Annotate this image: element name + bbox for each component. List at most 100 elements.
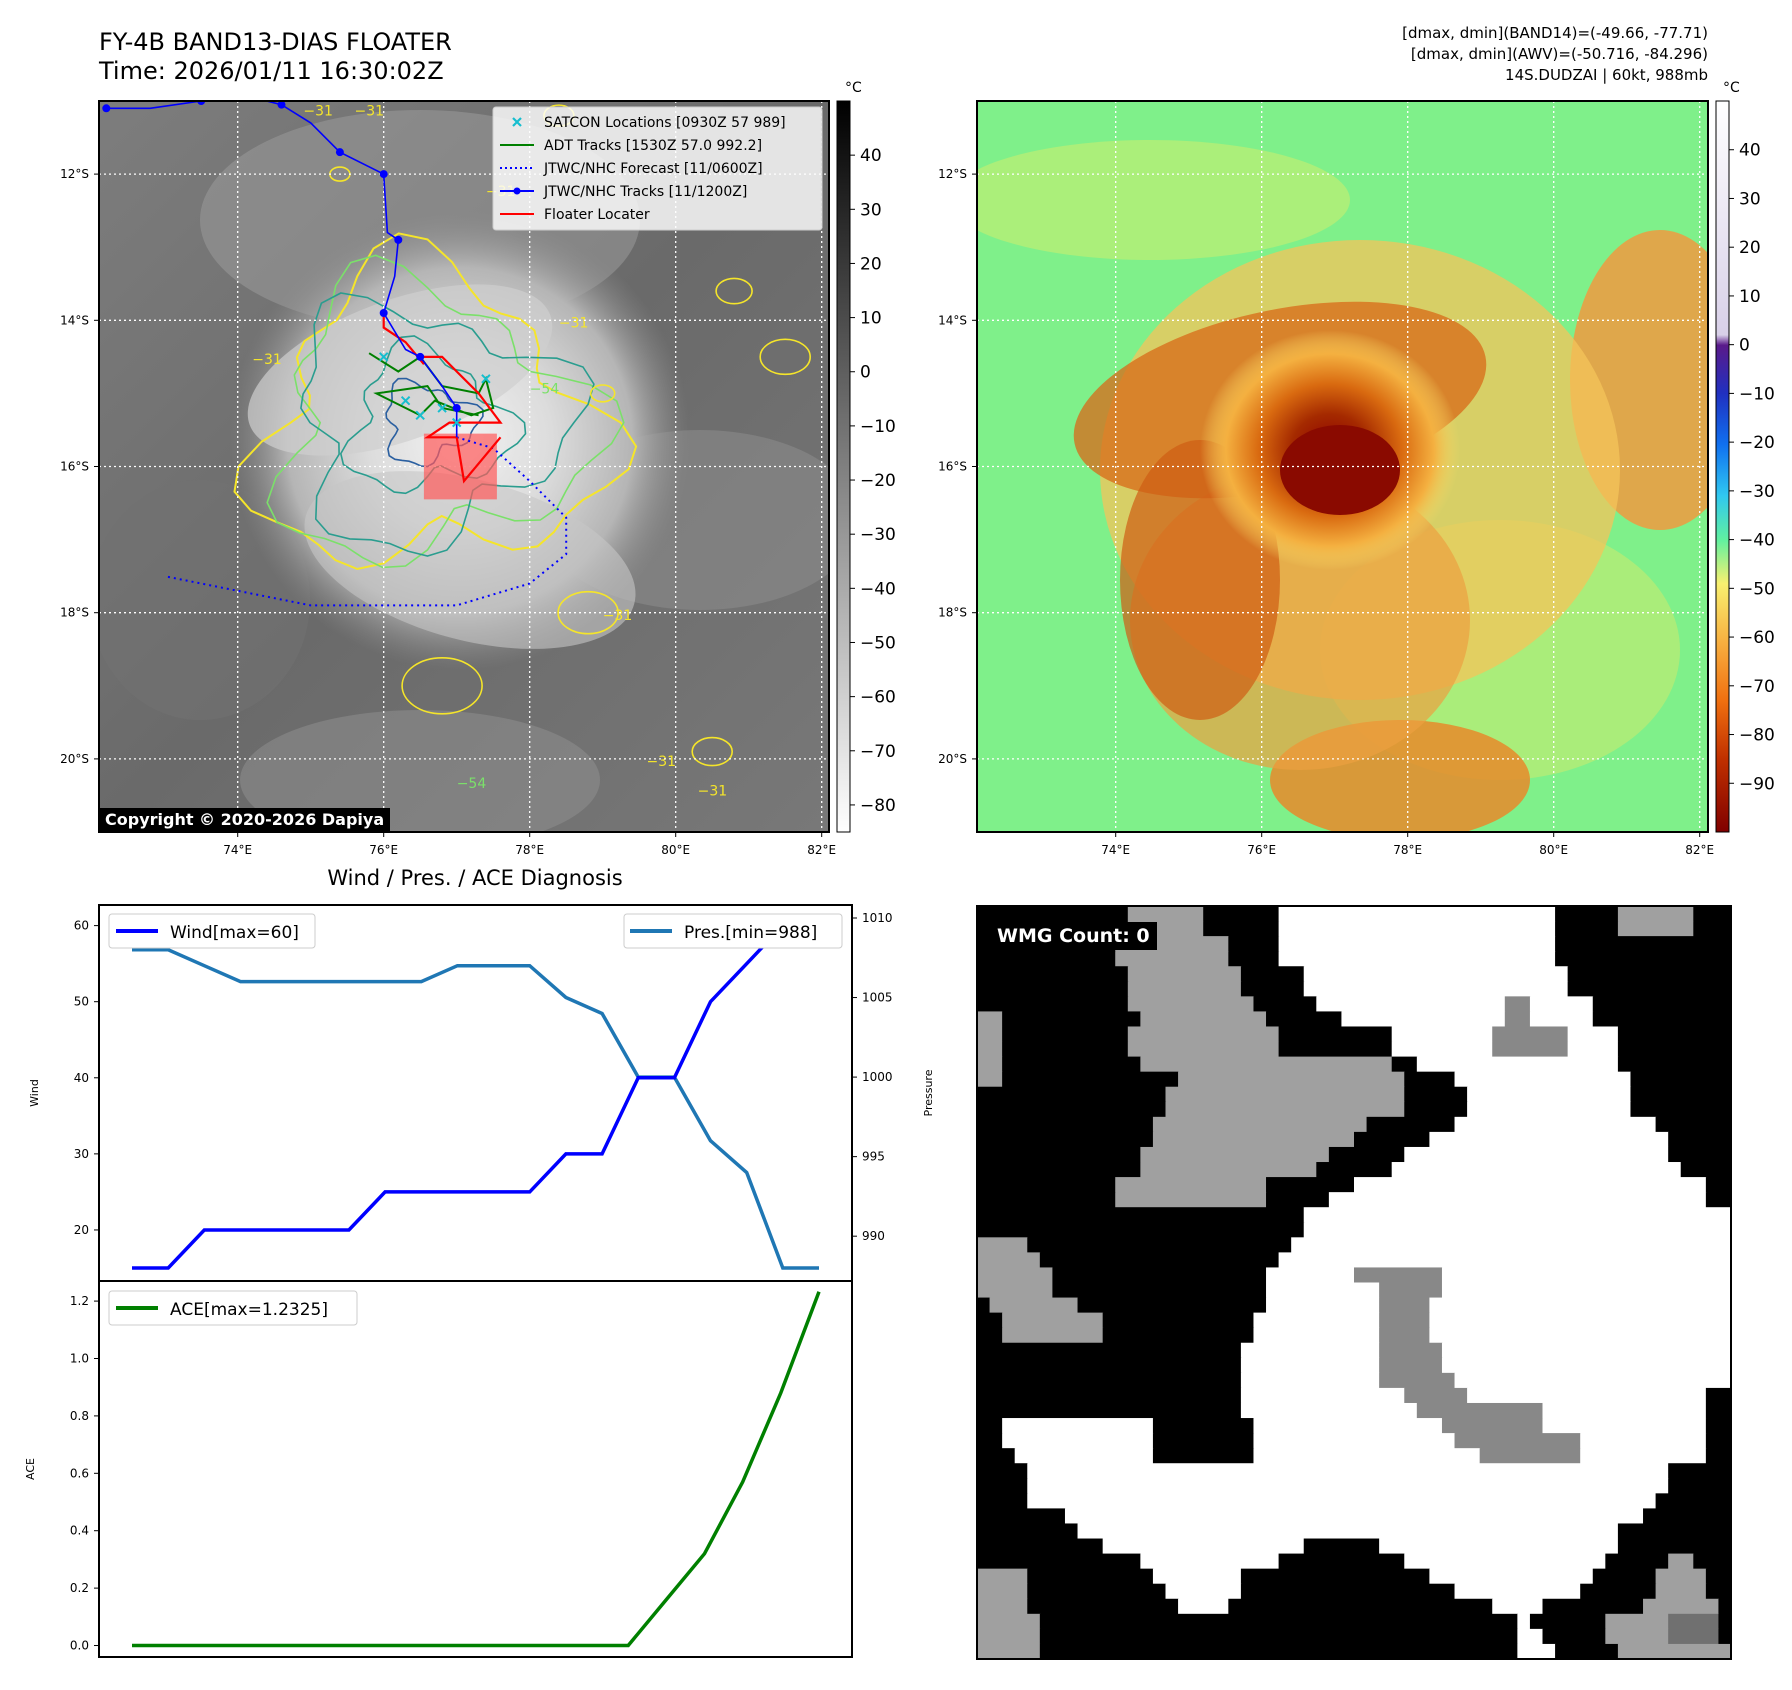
lat-tick-label: 12°S [938,167,967,181]
wmg-cell [1542,1418,1707,1434]
wmg-cell [1240,1568,1430,1585]
wmg-cell [1529,1613,1606,1630]
info-storm: 14S.DUDZAI | 60kt, 988mb [1505,66,1708,84]
wmg-cell [1441,1282,1732,1299]
wmg-cell [1705,1402,1732,1419]
colorbar-tick-label: −20 [1739,433,1775,453]
wmg-cell [1366,1116,1456,1133]
legend-label: SATCON Locations [0930Z 57 989] [544,115,786,131]
legend-dot [513,187,521,195]
ir-legend: SATCON Locations [0930Z 57 989] ADT Track… [492,106,823,231]
wmg-cell [1705,1387,1732,1404]
wmg-cell [977,1177,1116,1193]
wmg-cell [1517,1628,1544,1645]
wmg-cell [1404,1071,1456,1088]
wmg-cell [1643,1598,1720,1615]
wmg-cell [1404,1387,1468,1404]
contour-label: −31 [698,783,728,799]
lon-tick-label: 80°E [1539,843,1568,857]
wmg-cell [1027,1583,1167,1600]
wmg-cell [1002,1011,1141,1028]
wmg-cell [1617,1026,1732,1043]
wmg-cell [1316,996,1506,1013]
legend-label: JTWC/NHC Tracks [11/1200Z] [543,184,747,200]
wmg-cell [1165,1583,1242,1600]
wmg-cell [977,1568,1028,1585]
wmg-cell [977,951,1116,967]
wmg-cell [1391,1162,1682,1178]
wmg-cell [1617,921,1694,937]
lat-tick-label: 18°S [60,606,89,620]
wmg-cell [1492,1041,1569,1058]
wmg-cell [1253,1312,1380,1329]
lat-tick-label: 16°S [938,460,967,474]
contour-label: −31 [355,104,385,120]
wind-tick-label: 30 [74,1147,89,1161]
wind-pressure-lines [132,923,819,1270]
wmg-cell [977,1267,1053,1284]
lon-tick-label: 80°E [661,843,690,857]
wmg-cell [1002,1026,1129,1043]
wmg-cell [1391,1026,1493,1043]
wmg-cell [1152,1418,1255,1434]
colorbar-tick-label: 0 [860,363,871,383]
ir-track-overlays [102,101,568,607]
wmg-cell [1416,1056,1619,1073]
lon-tick-label: 74°E [1101,843,1130,857]
ace-line [132,1291,821,1648]
wmg-cell [977,1282,1053,1299]
wmg-cell [977,1116,1154,1133]
lon-tick-label: 82°E [1685,843,1714,857]
ir-colorbar: °C 40 30 20 10 0 −10 −20 −30 −40 −50 −60 −70 −80 [836,80,896,833]
wmg-cell [1027,1493,1657,1509]
wmg-cell [1240,1342,1380,1359]
wmg-cell [1655,1568,1707,1585]
wmg-cell [1705,1583,1732,1600]
wmg-cell [977,1643,1041,1660]
wind-line [132,923,819,1270]
contour-cell [589,384,616,403]
wmg-cell [1052,1267,1267,1284]
lon-tick-label: 74°E [223,843,252,857]
wmg-cell [1102,1538,1305,1555]
wmg-cell [1630,1101,1732,1118]
colorbar-tick-label: −20 [860,471,896,491]
wmg-cell [977,1628,1041,1645]
wmg-cell [1643,1508,1732,1525]
wmg-cell [1567,966,1732,982]
pressure-axis-label: Pressure [922,1069,935,1116]
wmg-cell [1655,1583,1707,1600]
wmg-cell [1517,1613,1531,1630]
awv-gridlines [977,101,1707,832]
wmg-cell [1027,1598,1179,1615]
legend-label: Floater Locater [544,207,650,223]
lat-tick-label: 20°S [60,752,89,766]
wmg-cell [1240,1583,1456,1600]
wmg-cell [1278,1553,1405,1570]
wmg-cell [1064,1508,1644,1525]
wmg-cell [1278,1252,1732,1269]
lon-tick-label: 76°E [1247,843,1276,857]
wmg-cell [977,1207,1305,1223]
ace-series-line [132,1291,821,1648]
contour-cell [715,277,753,305]
pressure-tick-label: 990 [862,1229,885,1243]
jtwc-track-point [394,235,403,244]
jtwc-forecast-line [164,436,568,607]
wmg-cell [977,1583,1028,1600]
wmg-cell [1592,996,1732,1013]
satcon-marker [378,352,389,362]
wmg-cell [977,1387,1242,1404]
wmg-cell [977,1448,1016,1464]
wmg-cell [1291,1237,1732,1253]
wmg-cell [977,1523,1079,1540]
wmg-cell [1592,1011,1732,1028]
wmg-cell [1140,1011,1267,1028]
jtwc-track-point [379,170,388,179]
wmg-cell [1529,996,1594,1013]
wmg-cell [977,1071,1003,1088]
wind-tick-label: 60 [74,919,89,933]
wmg-cell [1002,1056,1141,1073]
wmg-cell [1266,1177,1355,1193]
